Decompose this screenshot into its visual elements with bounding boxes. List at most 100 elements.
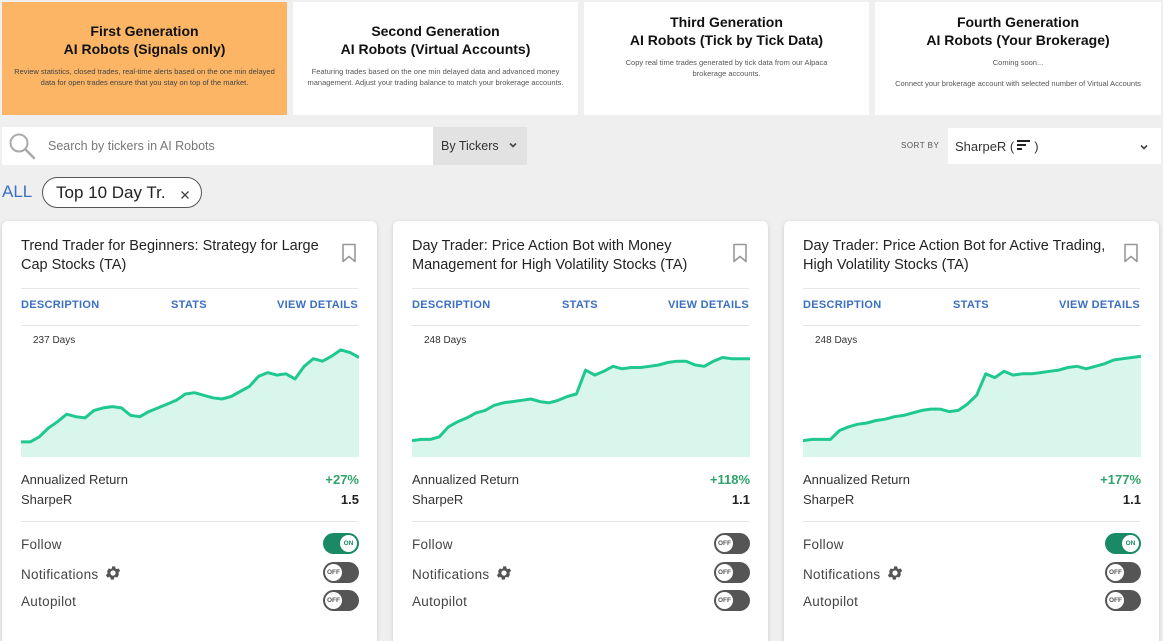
equity-chart: 237 Days xyxy=(21,325,360,457)
divider xyxy=(412,521,749,522)
follow-label: Follow xyxy=(21,537,62,552)
card-tab-view-details[interactable]: VIEW DETAILS xyxy=(276,299,358,311)
generation-tab-first[interactable]: First Generation AI Robots (Signals only)… xyxy=(2,2,287,115)
card-tab-view-details[interactable]: VIEW DETAILS xyxy=(667,299,749,311)
card-nav: DESCRIPTION STATS VIEW DETAILS xyxy=(803,299,1140,313)
autopilot-toggle[interactable]: OFF xyxy=(1105,590,1141,611)
generation-title: Third Generation AI Robots (Tick by Tick … xyxy=(629,14,824,48)
equity-chart-svg xyxy=(411,356,750,457)
follow-toggle[interactable]: ON xyxy=(1105,533,1141,554)
equity-chart: 248 Days xyxy=(802,325,1142,457)
sort-label: SORT BY xyxy=(901,141,940,150)
card-title[interactable]: Day Trader: Price Action Bot for Active … xyxy=(803,238,1106,273)
autopilot-toggle[interactable]: OFF xyxy=(323,590,359,611)
card-title[interactable]: Trend Trader for Beginners: Strategy for… xyxy=(21,238,319,273)
divider xyxy=(412,325,749,326)
card-title[interactable]: Day Trader: Price Action Bot with Money … xyxy=(412,238,688,273)
generation-description: Copy real time trades generated by tick … xyxy=(625,58,828,78)
toggle-knob: ON xyxy=(1122,535,1139,552)
card-tab-stats[interactable]: STATS xyxy=(562,299,598,311)
divider xyxy=(803,521,1140,522)
card-tab-stats[interactable]: STATS xyxy=(171,299,207,311)
notifications-label: Notifications xyxy=(803,564,904,585)
autopilot-toggle[interactable]: OFF xyxy=(714,590,750,611)
days-label: 248 Days xyxy=(424,335,467,346)
card-tab-description[interactable]: DESCRIPTION xyxy=(412,299,491,311)
toggle-knob: OFF xyxy=(325,592,342,609)
search-mode-select[interactable]: By Tickers xyxy=(433,127,527,165)
annualized-return-value: +177% xyxy=(1100,472,1141,487)
divider xyxy=(21,325,358,326)
equity-line xyxy=(21,348,360,444)
filter-chip: Top 10 Day Tr. xyxy=(42,177,202,208)
annualized-return-value: +118% xyxy=(709,472,750,487)
search-mode-label: By Tickers xyxy=(441,139,499,153)
toggle-knob: OFF xyxy=(1107,564,1124,581)
toggle-knob: OFF xyxy=(716,535,733,552)
follow-toggle[interactable]: ON xyxy=(323,533,359,554)
chevron-down-icon xyxy=(1139,140,1149,155)
card-tab-stats[interactable]: STATS xyxy=(953,299,989,311)
search-box xyxy=(2,127,433,165)
robot-card: Day Trader: Price Action Bot for Active … xyxy=(784,221,1159,641)
search-input[interactable] xyxy=(36,127,433,165)
card-tab-description[interactable]: DESCRIPTION xyxy=(21,299,100,311)
gear-icon[interactable] xyxy=(495,564,513,585)
notifications-toggle[interactable]: OFF xyxy=(714,562,750,583)
generation-title: Second Generation AI Robots (Virtual Acco… xyxy=(340,23,531,57)
toggle-knob: OFF xyxy=(325,564,342,581)
follow-label: Follow xyxy=(803,537,844,552)
sharper-value: 1.1 xyxy=(731,492,750,507)
generation-tab-second[interactable]: Second Generation AI Robots (Virtual Acco… xyxy=(293,2,578,115)
gear-icon[interactable] xyxy=(104,564,122,585)
divider xyxy=(803,288,1140,289)
annualized-return-label: Annualized Return xyxy=(21,472,128,487)
equity-chart-svg xyxy=(21,348,360,457)
notifications-toggle[interactable]: OFF xyxy=(323,562,359,583)
card-tab-description[interactable]: DESCRIPTION xyxy=(803,299,882,311)
gear-icon[interactable] xyxy=(886,564,904,585)
divider xyxy=(21,521,358,522)
sharper-value: 1.5 xyxy=(340,492,359,507)
generation-title: Fourth Generation AI Robots (Your Brokera… xyxy=(926,14,1110,48)
follow-toggle[interactable]: OFF xyxy=(714,533,750,554)
equity-chart-svg xyxy=(802,354,1142,457)
generation-description: Review statistics, closed trades, real-t… xyxy=(14,67,275,87)
filter-all-link[interactable]: ALL xyxy=(2,182,33,201)
equity-area xyxy=(412,357,750,457)
autopilot-label: Autopilot xyxy=(803,594,859,609)
sharper-label: SharpeR xyxy=(21,492,73,507)
toggle-knob: OFF xyxy=(716,564,733,581)
divider xyxy=(21,288,358,289)
toggle-knob: ON xyxy=(340,535,357,552)
bookmark-icon[interactable] xyxy=(341,243,357,268)
notifications-label: Notifications xyxy=(21,564,122,585)
close-icon[interactable] xyxy=(179,186,191,206)
robot-card: Day Trader: Price Action Bot with Money … xyxy=(393,221,768,641)
divider xyxy=(412,288,749,289)
card-tab-view-details[interactable]: VIEW DETAILS xyxy=(1058,299,1140,311)
autopilot-label: Autopilot xyxy=(412,594,468,609)
card-nav: DESCRIPTION STATS VIEW DETAILS xyxy=(412,299,749,313)
bookmark-icon[interactable] xyxy=(1123,243,1139,268)
bookmark-icon[interactable] xyxy=(732,243,748,268)
notifications-label: Notifications xyxy=(412,564,513,585)
equity-line xyxy=(411,356,750,443)
generation-title: First Generation AI Robots (Signals only) xyxy=(63,23,226,57)
generation-description: Connect your brokerage account with sele… xyxy=(895,79,1141,88)
days-label: 237 Days xyxy=(33,335,76,346)
generation-coming-soon: Coming soon... xyxy=(992,58,1044,67)
generation-tab-third[interactable]: Third Generation AI Robots (Tick by Tick … xyxy=(584,2,869,115)
toggle-knob: OFF xyxy=(1107,592,1124,609)
sort-value-prefix: SharpeR ( xyxy=(955,138,1015,154)
robot-card: Trend Trader for Beginners: Strategy for… xyxy=(2,221,377,641)
sort-select[interactable]: SharpeR ( ) xyxy=(948,128,1161,164)
generation-tab-fourth[interactable]: Fourth Generation AI Robots (Your Brokera… xyxy=(875,2,1161,115)
card-nav: DESCRIPTION STATS VIEW DETAILS xyxy=(21,299,358,313)
notifications-toggle[interactable]: OFF xyxy=(1105,562,1141,583)
equity-line xyxy=(802,354,1142,443)
divider xyxy=(803,325,1140,326)
filter-chip-label: Top 10 Day Tr. xyxy=(56,182,166,202)
sort-value-suffix: ) xyxy=(1034,138,1039,154)
equity-area xyxy=(21,349,359,457)
